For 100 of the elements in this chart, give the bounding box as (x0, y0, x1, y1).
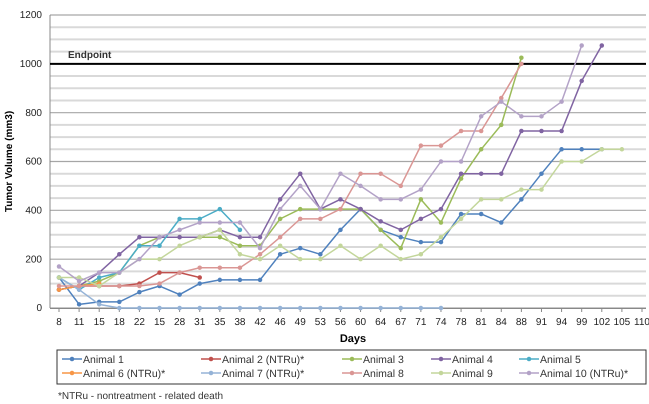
y-tick-label: 0 (36, 303, 42, 314)
point (579, 78, 584, 84)
point (258, 256, 262, 262)
point (238, 234, 242, 240)
point (458, 171, 464, 176)
point (438, 143, 444, 148)
point (398, 246, 404, 250)
point (137, 284, 142, 288)
point (539, 187, 544, 192)
point (56, 284, 62, 288)
point (218, 206, 222, 212)
point (418, 252, 424, 257)
point (358, 256, 363, 262)
point (56, 264, 62, 269)
point (278, 243, 282, 248)
x-tick-label: 99 (576, 317, 588, 328)
point (378, 171, 383, 176)
point (438, 234, 444, 240)
x-tick-label: 31 (194, 317, 206, 328)
point (378, 219, 383, 224)
point (418, 197, 424, 202)
x-tick-label: 56 (334, 317, 346, 328)
point (478, 212, 484, 216)
x-tick-label: 60 (354, 317, 367, 328)
point (438, 240, 444, 244)
point (338, 243, 343, 248)
legend-label: Animal 9 (452, 368, 494, 380)
point (519, 197, 524, 202)
point (318, 256, 323, 262)
x-tick-label: 11 (74, 317, 85, 328)
x-tick-label: 46 (274, 317, 286, 328)
y-tick-label: 1200 (20, 10, 42, 22)
point (398, 256, 404, 262)
point (137, 290, 142, 294)
x-tick-label: 35 (214, 317, 226, 328)
point (398, 184, 404, 188)
point (157, 243, 162, 248)
x-tick-label: 88 (516, 317, 528, 328)
point (398, 228, 404, 232)
y-tick-label: 1000 (20, 59, 42, 70)
y-axis-title: Tumor Volume (mm3) (4, 110, 15, 212)
point (298, 216, 302, 222)
x-tick-label: 22 (134, 317, 146, 328)
point (96, 275, 102, 280)
point (378, 197, 383, 202)
point (238, 228, 242, 232)
point (478, 171, 484, 176)
legend-label: Animal 3 (363, 354, 404, 366)
y-tick-label: 200 (25, 254, 42, 266)
point (358, 184, 363, 188)
point (197, 281, 202, 286)
point (600, 43, 604, 48)
point (458, 216, 464, 222)
point (238, 278, 242, 282)
point (519, 62, 524, 66)
x-tick-label: 81 (476, 317, 488, 328)
x-tick-label: 64 (375, 317, 387, 328)
point (438, 159, 444, 164)
point (197, 265, 202, 270)
point (338, 171, 343, 176)
point (258, 252, 262, 257)
x-tick-label: 74 (435, 317, 447, 328)
point (258, 278, 262, 282)
point (157, 270, 162, 275)
point (258, 246, 262, 250)
point (620, 147, 624, 152)
x-tick-label: 71 (415, 317, 427, 328)
point (438, 206, 444, 212)
x-tick-label: 91 (536, 317, 548, 328)
point (539, 171, 544, 176)
point (458, 176, 464, 181)
text: *NTRu - nontreatment - related death (58, 391, 224, 402)
point (177, 216, 182, 222)
point (499, 99, 504, 104)
point (238, 265, 242, 270)
legend-label: Animal 1 (83, 354, 124, 366)
point (76, 278, 82, 284)
x-tick-label: 102 (593, 317, 611, 328)
point (499, 220, 504, 225)
y-tick-label: 400 (25, 206, 42, 217)
point (298, 246, 302, 250)
x-tick-label: 28 (174, 317, 186, 328)
x-tick-label: 8 (56, 317, 62, 328)
point (458, 159, 464, 164)
point (278, 234, 282, 240)
point (559, 147, 564, 152)
x-tick-label: 38 (234, 317, 246, 328)
x-tick-label: 18 (114, 317, 126, 328)
point (177, 228, 182, 232)
point (579, 43, 584, 48)
point (318, 216, 323, 222)
point (499, 122, 504, 128)
point (478, 114, 484, 119)
point (177, 292, 182, 297)
point (218, 265, 222, 270)
point (519, 187, 524, 192)
point (218, 220, 222, 225)
point (458, 128, 464, 134)
point (478, 197, 484, 202)
point (177, 243, 182, 248)
